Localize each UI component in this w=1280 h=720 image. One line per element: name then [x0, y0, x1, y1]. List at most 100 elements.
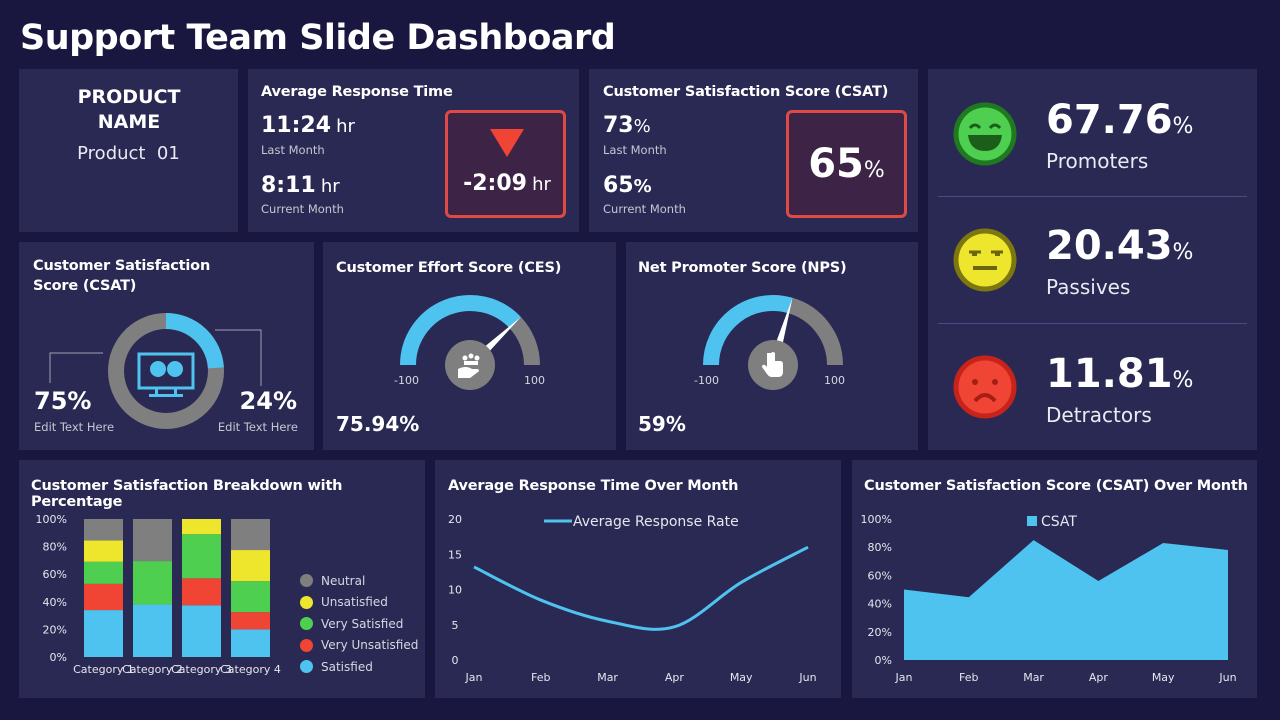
- right-leader-line: [215, 329, 262, 386]
- csat-highlight-number: 65: [808, 141, 864, 187]
- y-tick-label: 40%: [868, 598, 892, 611]
- response-line-title: Average Response Time Over Month: [448, 478, 739, 494]
- current-month-time: 8:11: [261, 173, 316, 198]
- response-line-chart: 0 5 10 15 20 Jan Feb Mar Apr May Jun Average Respon…: [448, 513, 817, 684]
- bar-segment-very-satisfied: [182, 534, 221, 579]
- bar-segment-unsatisfied: [182, 519, 221, 535]
- csat-left-value: 75%: [34, 387, 92, 415]
- y-tick-label: 20%: [43, 623, 67, 636]
- series-area: [904, 540, 1228, 660]
- bar-segment-satisfied: [84, 610, 123, 657]
- passives-number: 20.43: [1046, 223, 1173, 269]
- legend-label: Neutral: [321, 573, 366, 588]
- bar-segment-satisfied: [133, 604, 172, 657]
- x-tick-label: Category 4: [220, 663, 281, 676]
- gauge-fill: [703, 295, 793, 366]
- breakdown-chart-panel: Customer Satisfaction Breakdown with Per…: [19, 460, 425, 698]
- x-tick-label: Apr: [1089, 671, 1109, 684]
- y-tick-label: 0%: [875, 654, 892, 667]
- legend-label: Very Satisfied: [321, 616, 404, 631]
- product-panel: PRODUCT NAME Product 01: [19, 69, 238, 232]
- legend-label: Very Unsatisfied: [321, 638, 419, 653]
- ces-min-label: -100: [394, 374, 419, 387]
- y-tick-label: 80%: [868, 541, 892, 554]
- response-line-panel: Average Response Time Over Month 0 5 10 15 2…: [435, 460, 841, 698]
- current-month-unit: hr: [320, 176, 340, 197]
- y-tick-label: 0: [452, 654, 459, 667]
- bar-segment-neutral: [231, 519, 270, 551]
- passives-label: Passives: [1046, 275, 1131, 299]
- y-tick-label: 100%: [36, 513, 67, 526]
- x-tick-label: Category 2: [122, 663, 183, 676]
- avg-response-panel: Average Response Time 11:24 hr Last Mont…: [248, 69, 579, 232]
- csat-current-unit: %: [633, 176, 652, 197]
- legend-item: Unsatisfied: [300, 592, 418, 614]
- legend-swatch: [300, 660, 313, 674]
- delta-unit: hr: [532, 174, 551, 195]
- csat-summary-panel: Customer Satisfaction Score (CSAT) 73% L…: [589, 69, 918, 232]
- x-tick-label: Category 1: [73, 663, 134, 676]
- bar-segment-very-satisfied: [133, 561, 172, 605]
- x-tick-label: Jan: [895, 671, 913, 684]
- csat-summary-title: Customer Satisfaction Score (CSAT): [603, 84, 889, 100]
- y-tick-label: 60%: [868, 569, 892, 582]
- neutral-face-icon: [953, 228, 1017, 292]
- legend-item: Satisfied: [300, 656, 418, 678]
- bar-segment-unsatisfied: [84, 540, 123, 562]
- ces-value: 75.94%: [336, 412, 420, 436]
- csat-highlight-box: 65%: [786, 110, 907, 218]
- csat-donut-panel: Customer Satisfaction Score (CSAT) 75% E…: [19, 242, 314, 450]
- ces-max-label: 100: [524, 374, 545, 387]
- breakdown-legend: Neutral Unsatisfied Very Satisfied Very Uns…: [300, 570, 418, 678]
- legend-label: CSAT: [1041, 514, 1077, 530]
- y-tick-label: 10: [448, 584, 462, 597]
- bar-segment-satisfied: [182, 605, 221, 657]
- ces-panel: Customer Effort Score (CES) -100 100 75.…: [323, 242, 616, 450]
- promoters-row: 67.76% Promoters: [928, 69, 1258, 195]
- legend-label: Average Response Rate: [573, 514, 739, 530]
- nps-value: 59%: [638, 412, 686, 436]
- nps-min-label: -100: [694, 374, 719, 387]
- nps-gauge: [703, 295, 843, 390]
- passives-row: 20.43% Passives: [928, 195, 1258, 321]
- last-month-time: 11:24: [261, 113, 332, 138]
- nps-panel: Net Promoter Score (NPS) -100 100 59%: [626, 242, 918, 450]
- divider: [938, 323, 1247, 324]
- csat-current-value: 65%: [603, 173, 652, 198]
- ces-title: Customer Effort Score (CES): [336, 260, 562, 276]
- csat-last-label: Last Month: [603, 143, 667, 157]
- csat-highlight-unit: %: [863, 158, 885, 183]
- csat-last-value: 73%: [603, 113, 651, 138]
- detractors-unit: %: [1172, 368, 1194, 393]
- current-month-value: 8:11 hr: [261, 173, 340, 198]
- bar-segment-very-satisfied: [84, 561, 123, 584]
- y-tick-label: 15: [448, 548, 462, 561]
- detractors-value: 11.81%: [1046, 351, 1193, 397]
- csat-last-unit: %: [633, 116, 651, 137]
- monitor-faces-icon: [137, 352, 195, 397]
- nps-max-label: 100: [824, 374, 845, 387]
- promoters-label: Promoters: [1046, 149, 1149, 173]
- legend-swatch: [300, 617, 313, 631]
- detractors-label: Detractors: [1046, 403, 1152, 427]
- x-tick-label: May: [1152, 671, 1175, 684]
- delta-value: -2:09 hr: [456, 171, 558, 196]
- x-tick-label: Mar: [1023, 671, 1044, 684]
- x-tick-label: May: [730, 671, 753, 684]
- bar-segment-neutral: [84, 519, 123, 541]
- x-tick-label: Mar: [597, 671, 618, 684]
- last-month-value: 11:24 hr: [261, 113, 355, 138]
- avg-response-title: Average Response Time: [261, 84, 453, 100]
- x-tick-label: Jan: [465, 671, 483, 684]
- csat-highlight-value: 65%: [789, 141, 904, 187]
- bar-segment-very-unsatisfied: [182, 578, 221, 606]
- y-tick-label: 100%: [861, 513, 892, 526]
- legend-item: Neutral: [300, 570, 418, 592]
- delta-box: -2:09 hr: [445, 110, 566, 218]
- gauge-track: [787, 297, 843, 366]
- nps-breakdown-panel: 67.76% Promoters 20.43% Passives 11.81% …: [928, 69, 1257, 450]
- hand-pointer-icon: [762, 352, 783, 377]
- y-tick-label: 80%: [43, 541, 67, 554]
- bar-segment-unsatisfied: [231, 550, 270, 582]
